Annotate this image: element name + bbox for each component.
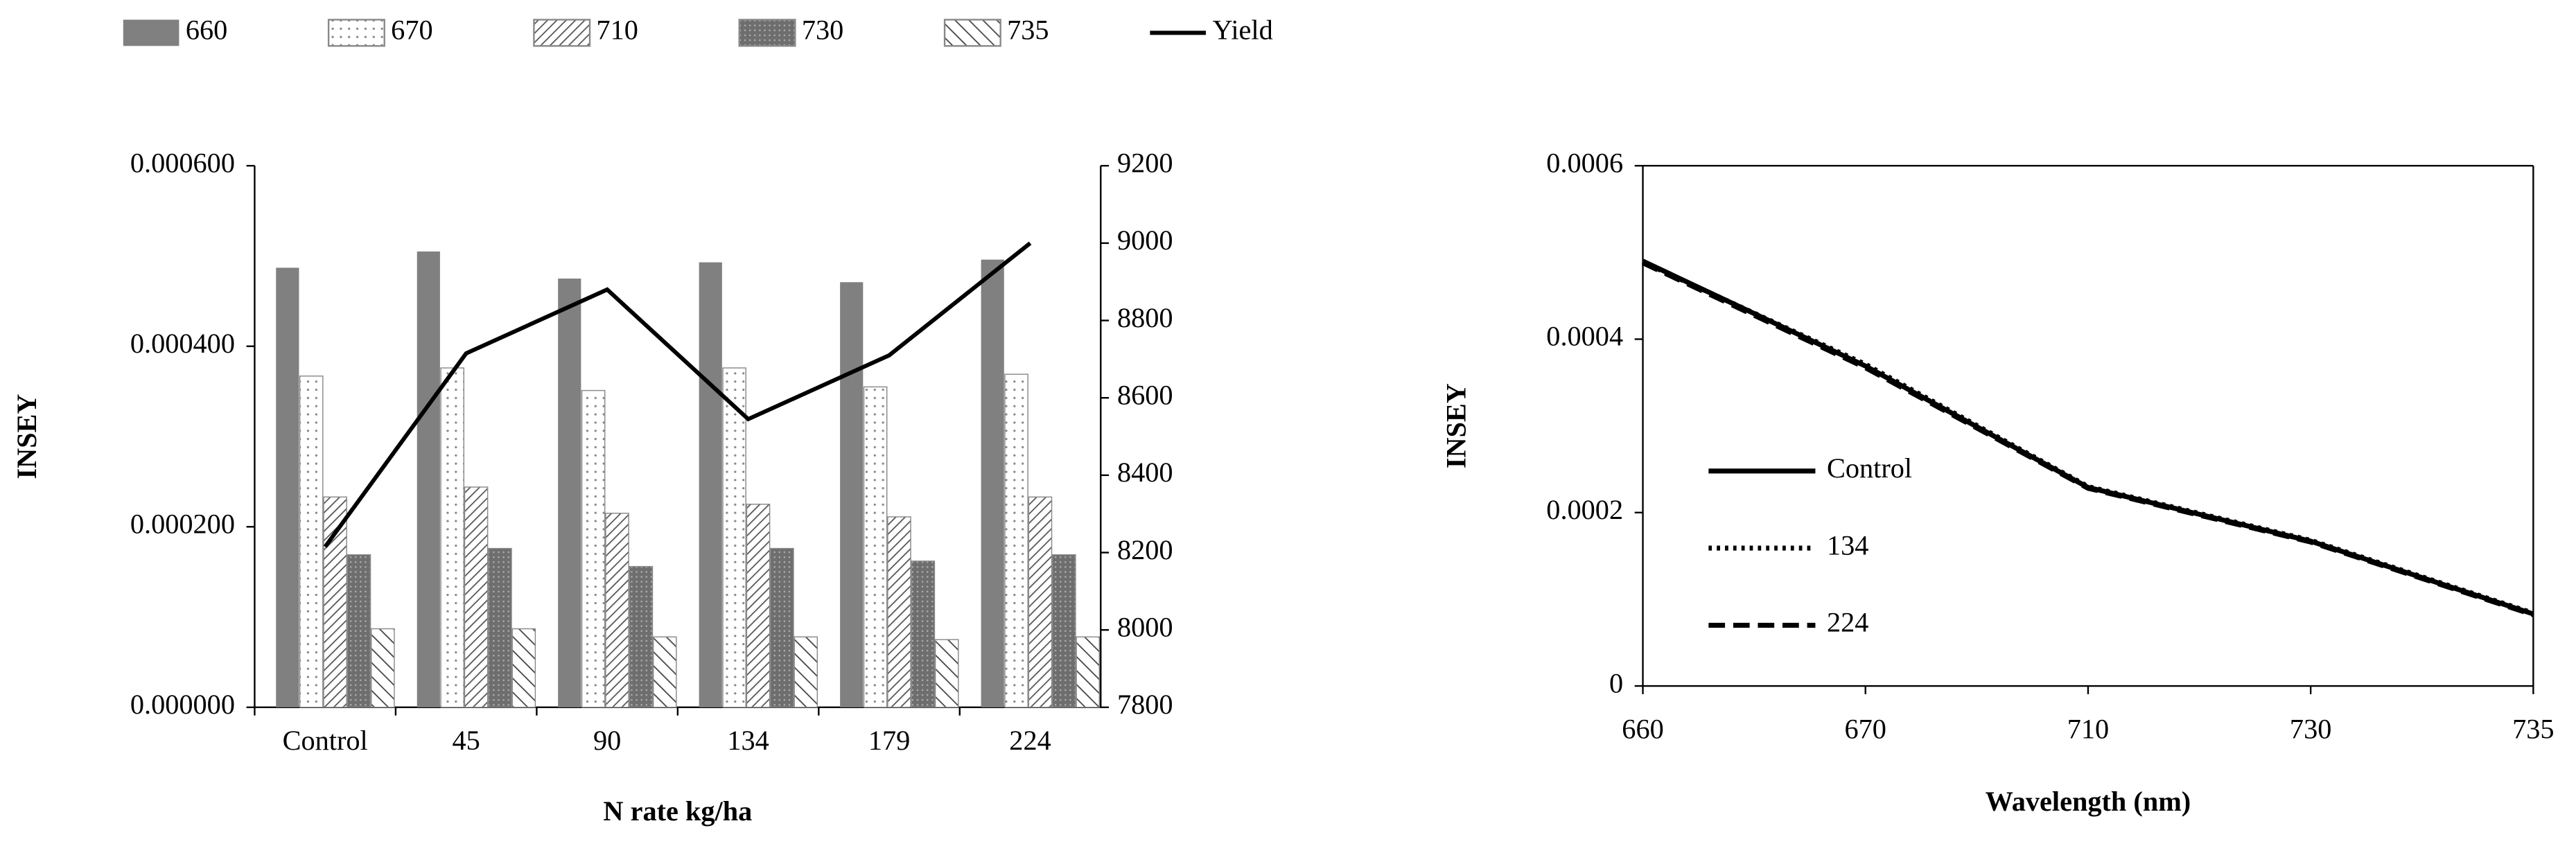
y-axis-title: INSEY (11, 394, 42, 479)
bar (605, 513, 629, 708)
bar (840, 282, 864, 707)
x-axis-title: Wavelength (nm) (1986, 786, 2191, 817)
bar (1004, 373, 1028, 708)
legend-label: 730 (802, 15, 843, 46)
y2-tick-label: 9000 (1117, 224, 1173, 256)
bar (417, 251, 440, 707)
bar (887, 516, 911, 708)
bar (794, 636, 818, 708)
bar (558, 279, 581, 707)
x-tick-label: 735 (2512, 714, 2554, 745)
bar (371, 628, 395, 708)
legend-label: 670 (391, 15, 432, 46)
bar (652, 636, 677, 708)
legend-swatch (533, 19, 591, 47)
y2-tick-label: 8000 (1117, 611, 1173, 642)
x-tick-label: 710 (2067, 714, 2109, 745)
legend-label: Control (1827, 452, 1912, 484)
series-line (1642, 258, 2534, 617)
y2-tick-label: 9200 (1117, 147, 1173, 178)
bar (464, 486, 489, 708)
x-tick-label: 730 (2290, 714, 2331, 745)
y2-tick-label: 8400 (1117, 457, 1173, 488)
bar (863, 386, 888, 708)
bar (722, 367, 746, 708)
legend-label: 224 (1827, 607, 1868, 638)
y2-tick-label: 8200 (1117, 534, 1173, 565)
y-tick-label: 0.000600 (130, 147, 235, 178)
bar (511, 628, 536, 708)
y2-tick-label: 8800 (1117, 302, 1173, 333)
legend-label: 134 (1827, 529, 1868, 561)
legend-label: Yield (1212, 15, 1272, 46)
bar (581, 389, 606, 708)
bar (911, 561, 936, 708)
bar (770, 547, 794, 708)
legend-swatch (943, 19, 1001, 47)
legend-label: 710 (597, 15, 638, 46)
bar (1052, 554, 1076, 708)
bar (1076, 636, 1100, 708)
x-tick-label: 45 (452, 725, 480, 756)
y-tick-label: 0.0002 (1546, 494, 1623, 525)
y2-tick-label: 7800 (1117, 689, 1173, 720)
y-tick-label: 0.0004 (1546, 321, 1623, 352)
bar (1028, 496, 1053, 708)
x-tick-label: 90 (593, 725, 621, 756)
y-tick-label: 0.000200 (130, 509, 235, 540)
bar (488, 547, 512, 708)
y2-tick-label: 8600 (1117, 379, 1173, 410)
bar (299, 376, 324, 708)
bar (323, 496, 347, 708)
y-axis-title: INSEY (1440, 383, 1471, 468)
x-tick-label: 670 (1845, 714, 1886, 745)
bar (440, 367, 464, 708)
legend-label: 735 (1007, 15, 1049, 46)
y-tick-label: 0.000000 (130, 689, 235, 720)
x-tick-label: 224 (1009, 725, 1051, 756)
x-tick-label: 660 (1622, 714, 1663, 745)
x-tick-label: Control (283, 725, 368, 756)
legend-swatch (123, 19, 179, 46)
x-tick-label: 179 (868, 725, 910, 756)
series-line (1642, 259, 2534, 616)
x-axis-title: N rate kg/ha (603, 795, 752, 827)
bar (699, 262, 722, 707)
y-tick-label: 0.000400 (130, 328, 235, 359)
bar (276, 267, 299, 707)
bar (746, 504, 771, 708)
legend-label: 660 (186, 15, 227, 46)
bar (347, 554, 371, 708)
bar (629, 565, 654, 708)
yield-line (323, 241, 1032, 548)
y-tick-label: 0.0006 (1546, 147, 1623, 178)
bar (981, 259, 1004, 707)
bar (934, 639, 959, 708)
legend-swatch (327, 19, 385, 47)
x-tick-label: 134 (727, 725, 769, 756)
legend-swatch (738, 19, 796, 47)
series-line (1642, 261, 2534, 617)
y-tick-label: 0 (1609, 667, 1623, 698)
